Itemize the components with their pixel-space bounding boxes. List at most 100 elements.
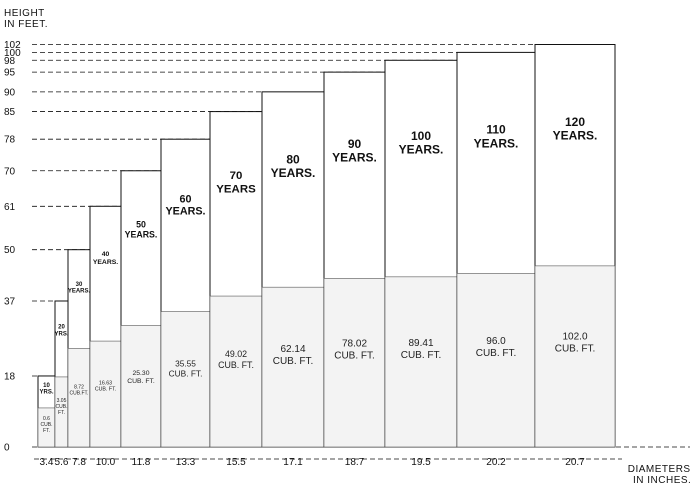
y-tick-label: 90: [4, 87, 16, 98]
age-label: YEARS.: [474, 136, 519, 150]
volume-fill: [160, 311, 211, 448]
x-tick-label: 7.8: [72, 457, 86, 468]
volume-label: 8.72: [74, 385, 84, 391]
x-axis-title-line-2: IN INCHES.: [633, 475, 692, 486]
x-tick-label: 19.5: [411, 457, 431, 468]
y-tick-label: 102: [4, 40, 21, 51]
volume-label: 25.30: [132, 370, 149, 377]
age-label: 100: [411, 129, 431, 143]
age-label: YRS.: [39, 390, 53, 396]
age-bars: 10YRS.0.6CUB.FT.20YRS.3.05CUB.FT.30YEARS…: [37, 44, 616, 448]
y-tick-label: 37: [4, 296, 16, 307]
y-tick-label: 50: [4, 245, 16, 256]
age-label: 120: [565, 115, 585, 129]
age-label: YEARS.: [332, 151, 377, 165]
volume-label: FT.: [43, 428, 50, 434]
y-tick-label: 85: [4, 107, 16, 118]
volume-label: CUB.: [41, 422, 53, 428]
volume-label: 3.05: [57, 398, 67, 404]
age-label: 50: [136, 220, 146, 230]
volume-label: 78.02: [342, 339, 367, 350]
x-tick-label: 5.6: [55, 457, 69, 468]
volume-label: 96.0: [486, 336, 506, 347]
y-axis-title-line-1: HEIGHT: [4, 8, 45, 19]
y-axis-title-line-2: IN FEET.: [4, 19, 49, 30]
volume-fill: [534, 265, 616, 448]
volume-label: CUB.FT.: [70, 391, 89, 397]
x-axis-title-line-1: DIAMETERS: [627, 464, 691, 475]
x-tick-label: 17.1: [283, 457, 303, 468]
age-label: YEARS.: [553, 129, 598, 143]
age-label: 10: [43, 383, 50, 389]
x-tick-label: 10.0: [96, 457, 116, 468]
volume-fill: [456, 273, 536, 448]
age-label: 20: [58, 324, 65, 330]
volume-label: 16.63: [99, 380, 112, 386]
x-tick-label: 3.4: [40, 457, 54, 468]
age-label: YRS.: [54, 331, 68, 337]
x-tick-label: 18.7: [345, 457, 365, 468]
age-label: YEARS.: [399, 143, 444, 157]
y-axis-title: HEIGHT IN FEET.: [4, 8, 48, 30]
x-axis-title: DIAMETERS IN INCHES.: [627, 464, 691, 486]
age-label: 60: [180, 193, 192, 205]
volume-fill: [323, 278, 386, 448]
age-label: YEARS.: [93, 259, 118, 266]
volume-label: CUB. FT.: [218, 360, 254, 370]
volume-fill: [89, 340, 122, 448]
x-tick-label: 15.5: [226, 457, 246, 468]
volume-label: 49.02: [225, 349, 247, 359]
age-label: 110: [486, 123, 506, 137]
volume-label: CUB.: [56, 404, 68, 410]
age-label: YEARS.: [125, 230, 158, 240]
volume-fill: [209, 295, 263, 448]
volume-label: CUB. FT.: [95, 387, 116, 393]
volume-label: CUB. FT.: [273, 356, 314, 367]
age-label: YEARS.: [165, 206, 205, 218]
volume-label: FT.: [58, 410, 65, 416]
volume-label: 89.41: [408, 338, 433, 349]
volume-label: 62.14: [280, 344, 305, 355]
volume-label: CUB. FT.: [401, 350, 442, 361]
age-label: 80: [286, 152, 300, 166]
volume-label: CUB. FT.: [127, 378, 155, 385]
volume-label: CUB. FT.: [555, 343, 596, 354]
age-label: YEARS: [216, 183, 256, 195]
y-tick-label: 78: [4, 135, 16, 146]
volume-label: 35.55: [175, 358, 196, 368]
age-label: YEARS.: [68, 289, 91, 295]
y-tick-label: 61: [4, 202, 16, 213]
age-label: 40: [102, 251, 110, 258]
age-label: YEARS.: [271, 166, 316, 180]
x-tick-label: 11.8: [132, 457, 151, 468]
age-label: 70: [230, 170, 243, 182]
x-tick-label: 20.2: [486, 457, 506, 468]
y-tick-label: 70: [4, 166, 16, 177]
volume-fill: [261, 286, 325, 448]
volume-label: CUB. FT.: [476, 348, 517, 359]
volume-fill: [384, 276, 458, 448]
x-tick-label: 20.7: [565, 457, 585, 468]
volume-label: 102.0: [562, 331, 587, 342]
y-tick-label: 100: [4, 48, 21, 59]
volume-fill: [120, 325, 162, 448]
age-label: 30: [76, 282, 83, 288]
y-tick-label: 0: [4, 443, 10, 454]
volume-label: CUB. FT.: [334, 351, 375, 362]
volume-label: CUB. FT.: [169, 368, 203, 378]
age-label: 90: [348, 137, 362, 151]
y-tick-label: 98: [4, 56, 16, 67]
